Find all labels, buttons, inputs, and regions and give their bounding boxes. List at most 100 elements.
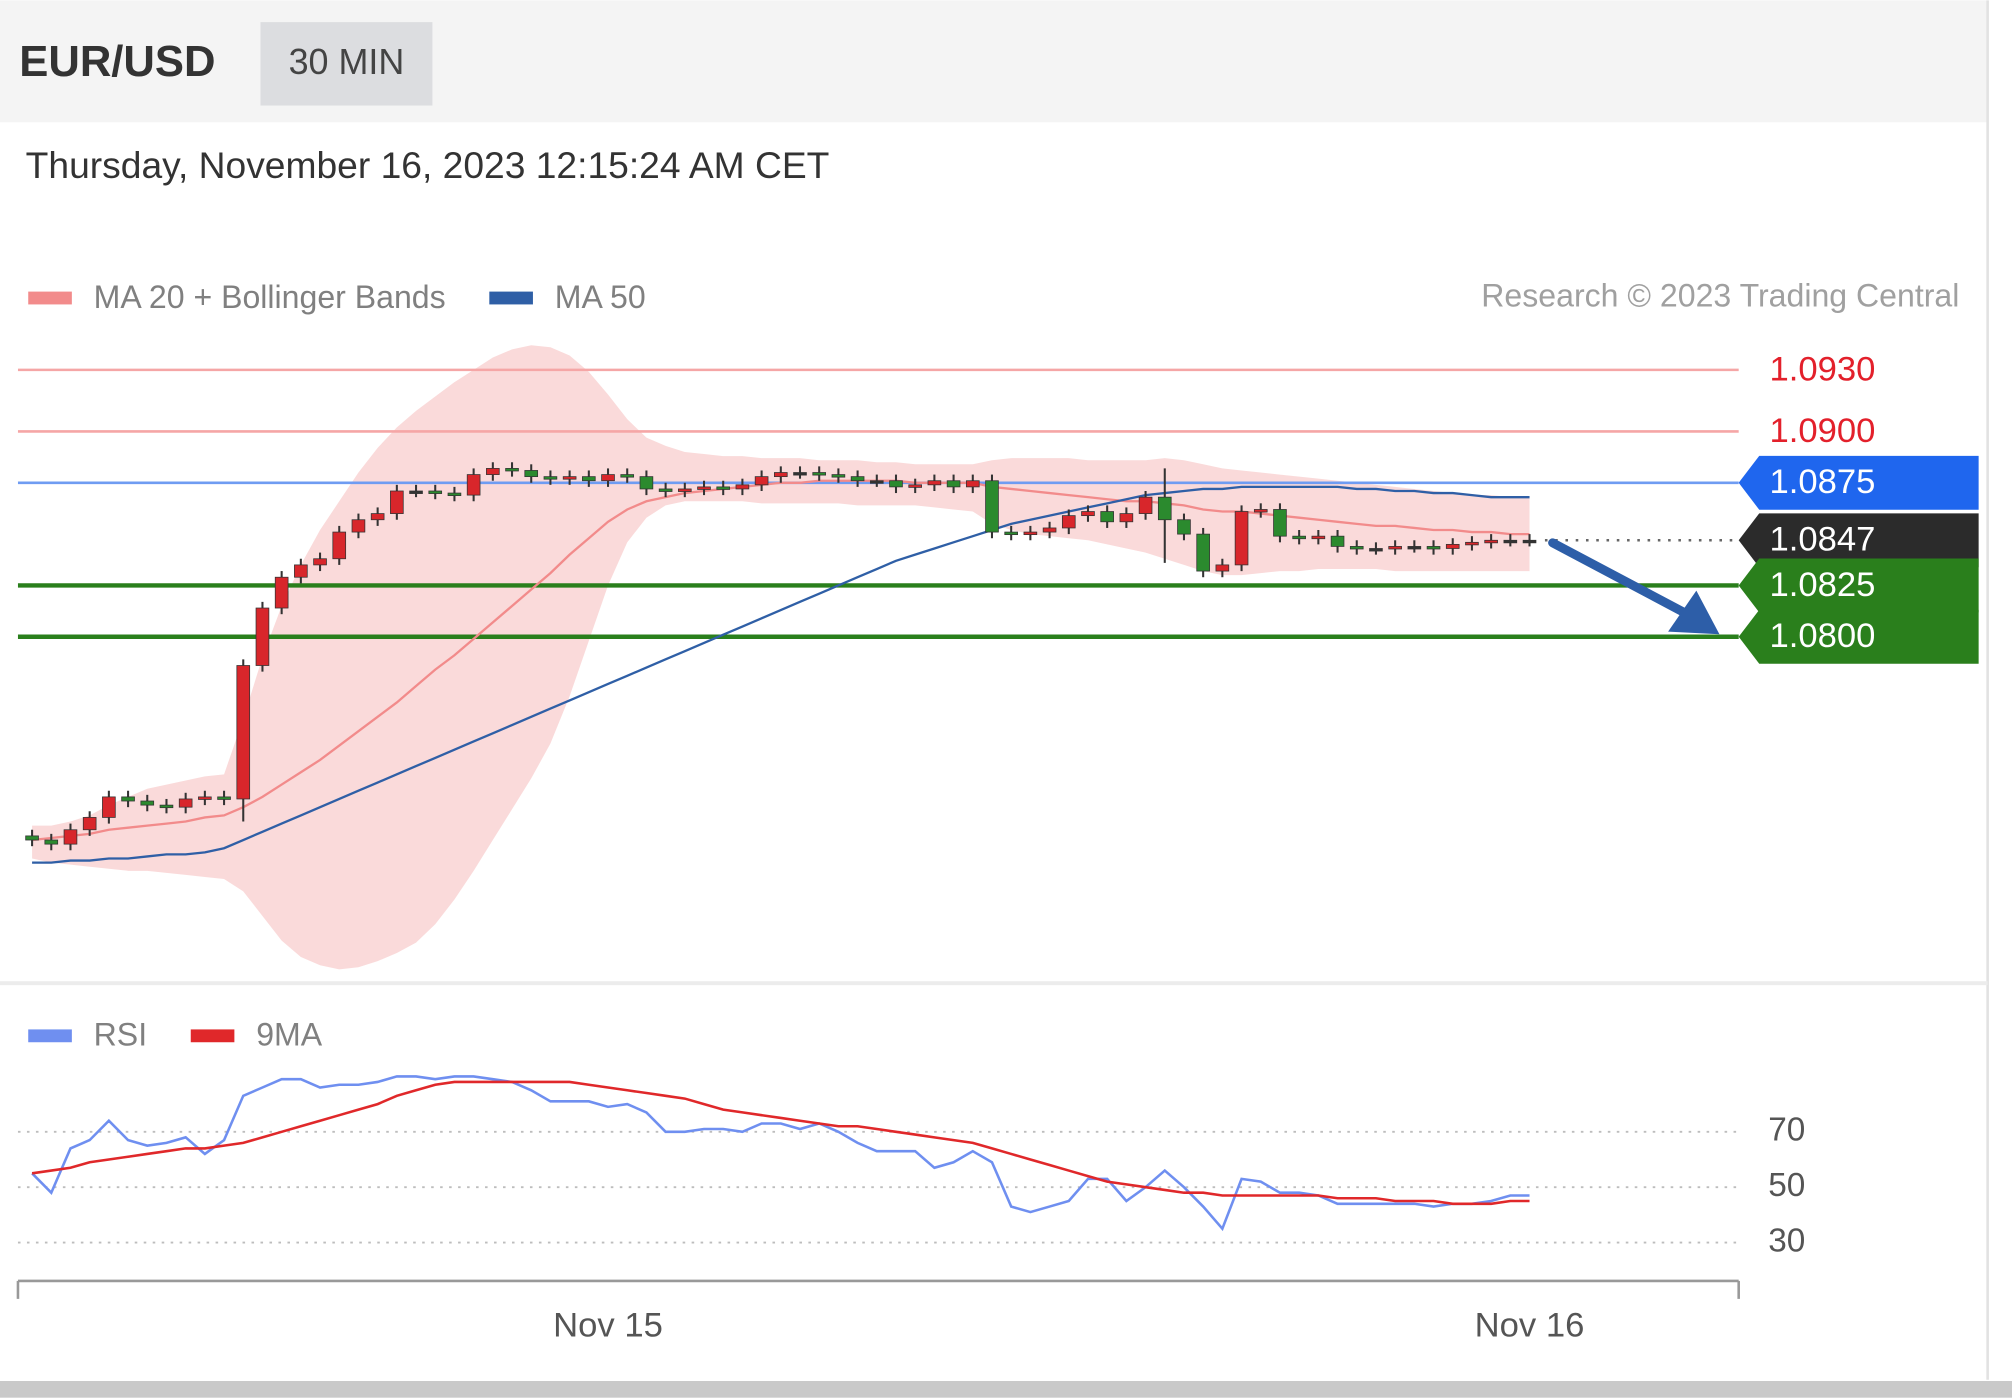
candle-body <box>1253 509 1268 513</box>
timestamp: Thursday, November 16, 2023 12:15:24 AM … <box>26 144 830 186</box>
candle-body <box>985 480 999 533</box>
candle-body <box>620 474 635 478</box>
candle-body <box>812 472 827 476</box>
y-tick-label: 50 <box>1768 1167 1805 1204</box>
candle-body <box>543 476 558 480</box>
candle-body <box>486 468 500 475</box>
candle-body <box>716 486 731 490</box>
candle-body <box>1023 531 1038 536</box>
candle-body <box>678 488 692 492</box>
legend-label: RSI <box>94 1017 147 1053</box>
y-tick-label: 30 <box>1768 1222 1805 1259</box>
candle-body <box>255 607 270 666</box>
candle-body <box>582 476 596 482</box>
candle-body <box>44 839 59 845</box>
candle-body <box>1369 548 1383 552</box>
candle-body <box>697 486 711 490</box>
candle-body <box>1349 546 1364 550</box>
candle-body <box>524 470 539 478</box>
level-label: 1.0900 <box>1769 412 1875 450</box>
candle-body <box>82 817 97 831</box>
y-tick-label: 70 <box>1768 1112 1805 1149</box>
candle-body <box>1215 564 1230 572</box>
candle-body <box>1119 513 1134 523</box>
indicator-line <box>31 1080 1530 1206</box>
candle-body <box>658 488 673 492</box>
level-label: 1.0800 <box>1769 617 1875 655</box>
candle-body <box>1388 546 1402 550</box>
indicator-line <box>31 1075 1530 1232</box>
candle-body <box>1196 533 1210 572</box>
legend-swatch <box>28 1029 72 1043</box>
x-tick-label: Nov 16 <box>1475 1306 1585 1344</box>
candle-body <box>274 576 289 609</box>
candle-body <box>1311 535 1326 540</box>
candle-body <box>1061 515 1076 529</box>
candle-body <box>409 490 423 494</box>
candle-body <box>1484 539 1498 544</box>
level-label: 1.0930 <box>1769 350 1875 388</box>
legend-swatch <box>190 1029 235 1043</box>
copyright: Research © 2023 Trading Central <box>1481 277 1959 313</box>
level-label: 1.0847 <box>1769 521 1875 559</box>
interval-badge[interactable] <box>260 22 433 106</box>
candle-body <box>908 484 922 488</box>
candle-body <box>831 474 846 478</box>
candle-body <box>447 492 462 497</box>
candle-body <box>313 558 327 566</box>
candle-body <box>505 468 519 472</box>
candle-body <box>774 472 788 478</box>
candle-body <box>1330 535 1345 547</box>
legend-swatch <box>489 291 533 305</box>
candle-body <box>1042 527 1057 533</box>
candle-body <box>102 796 116 818</box>
level-label: 1.0875 <box>1769 463 1875 501</box>
candle-body <box>217 796 231 800</box>
candle-body <box>121 796 135 802</box>
candle-body <box>889 480 903 488</box>
candle-body <box>1292 535 1306 540</box>
candle-body <box>370 513 385 521</box>
candle-body <box>601 474 615 482</box>
x-tick-label: Nov 15 <box>553 1306 663 1344</box>
candle-body <box>965 480 980 488</box>
candle-body <box>236 665 251 800</box>
candle-body <box>1445 543 1460 549</box>
candle-body <box>428 490 443 494</box>
candle-body <box>1503 539 1518 544</box>
candle-body <box>25 835 39 841</box>
candle-body <box>1081 511 1095 517</box>
candle-body <box>1004 531 1018 536</box>
candle-body <box>1426 546 1441 550</box>
level-tag <box>1738 558 1979 613</box>
forecast-arrow-shaft <box>1548 538 1696 621</box>
candle-body <box>1273 509 1287 537</box>
candle-body <box>1407 546 1422 550</box>
legend-label: MA 20 + Bollinger Bands <box>94 279 446 315</box>
candle-body <box>178 798 193 808</box>
candle-body <box>850 476 865 482</box>
interval[interactable]: 30 MIN <box>289 41 405 82</box>
candle-body <box>754 476 769 486</box>
symbol: EUR/USD <box>19 38 215 86</box>
level-label: 1.0825 <box>1769 566 1875 604</box>
bottom-strip <box>0 1381 2012 1398</box>
candle-body <box>946 480 961 488</box>
candle-body <box>1522 539 1537 544</box>
candle-body <box>735 484 750 490</box>
candle-body <box>1157 496 1172 521</box>
candle-body <box>390 490 404 514</box>
candle-body <box>159 804 174 809</box>
level-tag <box>1738 513 1979 568</box>
legend-label: 9MA <box>256 1017 323 1053</box>
candle-body <box>294 564 308 578</box>
ma-line <box>32 485 1530 864</box>
legend-label: MA 50 <box>555 279 646 315</box>
candle-body <box>869 480 884 484</box>
candle-body <box>639 476 654 490</box>
candle-body <box>1100 511 1114 523</box>
candle-body <box>793 472 807 476</box>
candle-body <box>562 476 577 480</box>
candle-body <box>140 800 155 806</box>
